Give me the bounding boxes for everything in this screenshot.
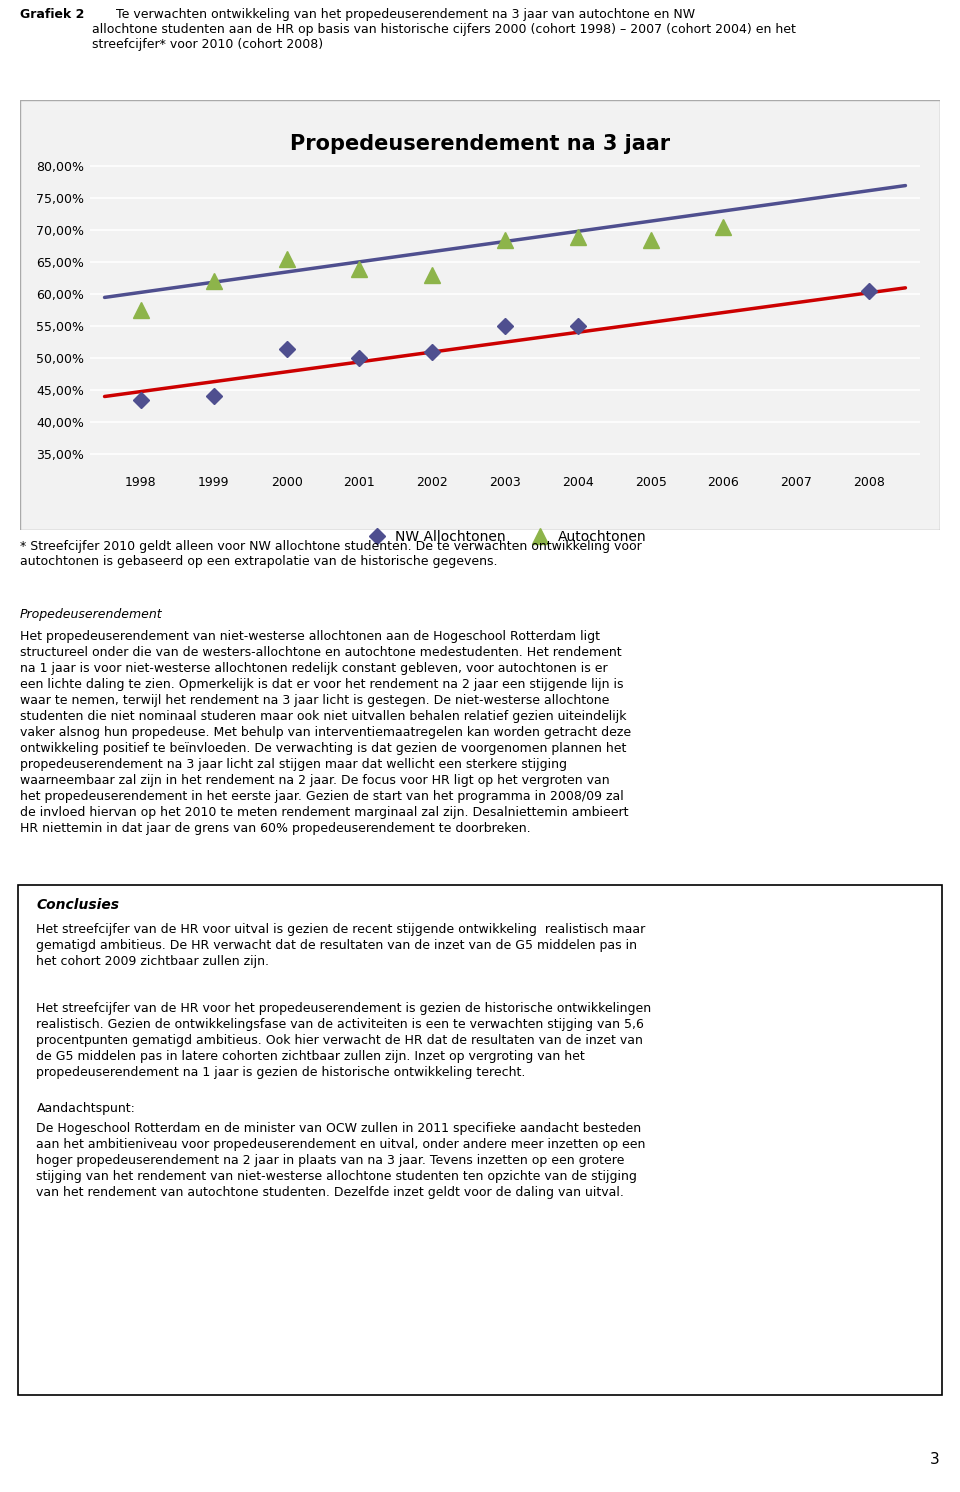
Legend: NW Allochtonen, Autochtonen: NW Allochtonen, Autochtonen <box>357 525 653 551</box>
Text: Te verwachten ontwikkeling van het propedeuserendement na 3 jaar van autochtone : Te verwachten ontwikkeling van het prope… <box>92 7 796 51</box>
Text: Propedeuserendement na 3 jaar: Propedeuserendement na 3 jaar <box>290 134 670 154</box>
Text: Het propedeuserendement van niet-westerse allochtonen aan de Hogeschool Rotterda: Het propedeuserendement van niet-westers… <box>20 630 631 834</box>
Text: Het streefcijfer van de HR voor uitval is gezien de recent stijgende ontwikkelin: Het streefcijfer van de HR voor uitval i… <box>36 924 646 968</box>
Text: De Hogeschool Rotterdam en de minister van OCW zullen in 2011 specifieke aandach: De Hogeschool Rotterdam en de minister v… <box>36 1122 646 1200</box>
Text: Grafiek 2: Grafiek 2 <box>20 7 84 21</box>
Text: Conclusies: Conclusies <box>36 898 119 912</box>
Text: 3: 3 <box>930 1453 940 1468</box>
Text: Aandachtspunt:: Aandachtspunt: <box>36 1101 135 1115</box>
Text: * Streefcijfer 2010 geldt alleen voor NW allochtone studenten. De te verwachten : * Streefcijfer 2010 geldt alleen voor NW… <box>20 540 641 568</box>
Text: Propedeuserendement: Propedeuserendement <box>20 609 162 621</box>
Text: Het streefcijfer van de HR voor het propedeuserendement is gezien de historische: Het streefcijfer van de HR voor het prop… <box>36 1003 652 1079</box>
